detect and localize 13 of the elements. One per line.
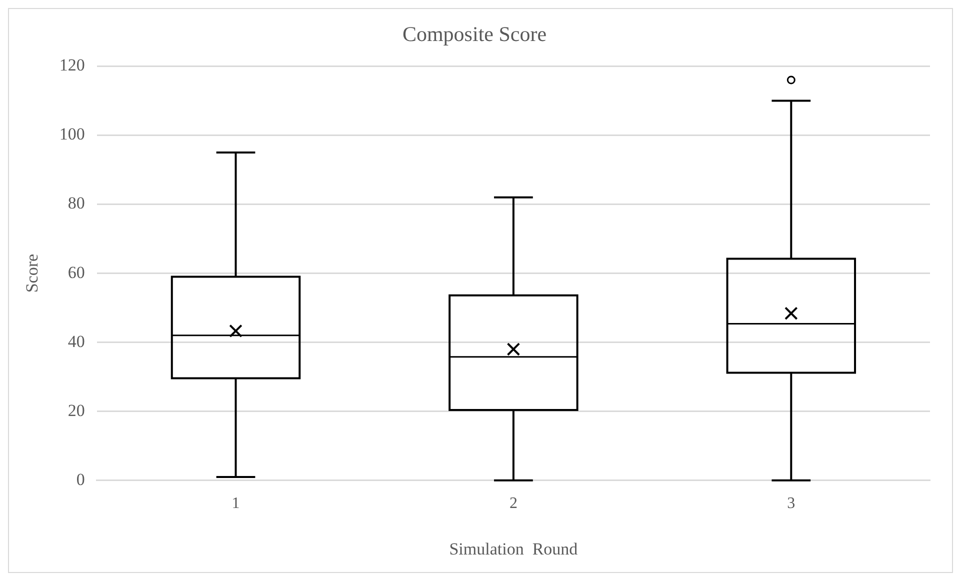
x-tick-label: 3 — [787, 495, 796, 512]
x-tick-label: 2 — [509, 495, 518, 512]
y-tick-label: 60 — [68, 262, 85, 282]
y-tick-label: 0 — [76, 470, 85, 489]
y-tick-label: 20 — [68, 400, 85, 420]
y-tick-label: 120 — [59, 56, 85, 75]
y-tick-label: 80 — [68, 194, 85, 213]
chart-title: Composite Score — [402, 22, 547, 46]
y-tick-label: 40 — [68, 332, 85, 351]
x-axis-title: Simulation Round — [449, 539, 578, 558]
y-axis-title: Score — [22, 254, 42, 293]
y-tick-label: 100 — [59, 124, 85, 144]
x-tick-label: 1 — [232, 495, 240, 512]
